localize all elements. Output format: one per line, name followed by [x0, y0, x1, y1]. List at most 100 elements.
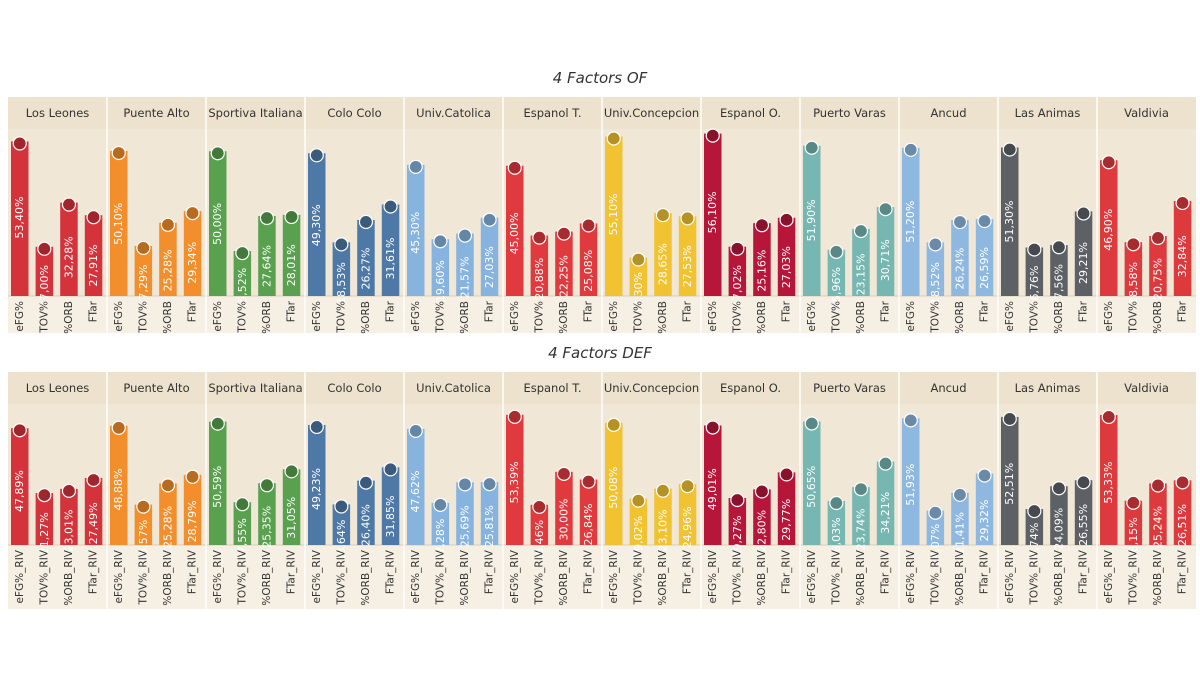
team-logo-icon [1051, 481, 1067, 496]
bar [902, 418, 920, 545]
team-logo-icon [1051, 240, 1067, 255]
data-label: 17,28% [434, 519, 447, 561]
bar [1173, 200, 1192, 296]
bar [1100, 414, 1118, 545]
bar [827, 249, 846, 296]
bar [35, 493, 54, 545]
category-tick-label: %ORB_RIV [657, 549, 669, 605]
team-group: Colo Colo 49,30% eFG% 18,53%TOV% 26,27% %ORB 3… [304, 97, 400, 334]
category-tick-label: FTar_RIV [187, 549, 199, 594]
team-logo-icon [730, 492, 745, 508]
category-tick-label: eFG%_RIV [1004, 549, 1016, 603]
bar [1025, 509, 1044, 545]
data-label: 26,27% [359, 248, 372, 290]
bar [579, 223, 598, 296]
bar [605, 422, 623, 545]
team-logo-icon [952, 214, 968, 230]
category-tick-label: TOV% [830, 301, 842, 334]
category-tick-label: %ORB [855, 301, 867, 334]
team-logo-icon [309, 419, 324, 435]
team-logo-icon [160, 217, 176, 232]
category-tick-label: %ORB [1053, 301, 1065, 334]
team-logo-icon [1150, 230, 1166, 246]
bar [183, 474, 202, 545]
bar [332, 242, 351, 296]
team-logo-icon [532, 230, 547, 245]
category-tick-label: eFG% [113, 301, 125, 332]
chart-title: 4 Factors OF [553, 69, 648, 87]
category-tick-label: TOV%_RIV [1127, 549, 1139, 605]
team-group: Los Leones 53,40% eFG% 17,00%TOV% 32,28% %ORB… [11, 106, 103, 334]
team-group: Ancud 51,20% eFG% 18,52%TOV% 26,24% %ORB 26,59… [898, 97, 994, 334]
team-group: Sportiva Italiana 50,00% eFG% 15,52%TOV% 27,… [205, 97, 303, 334]
data-label: 15,96% [830, 267, 843, 309]
team-logo-icon [977, 468, 992, 483]
bar [605, 136, 623, 296]
data-label: 22,80% [755, 510, 768, 552]
bar [456, 233, 474, 296]
category-tick-label: %ORB [360, 301, 372, 334]
category-tick-label: TOV% [929, 301, 941, 334]
data-label: 26,84% [582, 503, 595, 545]
team-group: Ancud 51,93% eFG%_RIV 14,07%TOV%_RIV 21,41%%… [898, 372, 994, 609]
data-label: 29,77% [780, 499, 793, 541]
team-logo-icon [853, 223, 869, 239]
bar [480, 482, 499, 545]
data-label: 26,59% [978, 247, 991, 289]
category-tick-label: TOV% [38, 301, 50, 334]
data-label: 50,00% [211, 203, 224, 245]
category-tick-label: %ORB_RIV [855, 549, 867, 605]
bar [506, 165, 524, 296]
team-logo-icon [754, 218, 770, 233]
bar [629, 498, 648, 545]
bar [159, 222, 177, 296]
team-logo-icon [383, 462, 398, 477]
team-group: Univ.Catolica 45,30% eFG% 19,60%TOV% 21,57%%… [403, 97, 499, 334]
team-logo-icon [507, 160, 522, 175]
bar [753, 489, 771, 545]
bar [84, 477, 103, 545]
team-logo-icon [457, 228, 473, 243]
team-label: Espanol O. [720, 106, 781, 120]
bar [951, 220, 969, 296]
team-group: Puente Alto 50,10% eFG% 17,29%TOV% 25,28% %OR… [106, 97, 202, 334]
team-group: Colo Colo 49,23% eFG%_RIV 16,64%TOV%_RIV 26,… [304, 372, 400, 609]
bar [1050, 486, 1068, 545]
team-logo-icon [754, 484, 770, 499]
team-logo-icon [111, 420, 126, 435]
team-logo-icon [1175, 195, 1190, 211]
team-logo-icon [804, 416, 819, 431]
data-label: 27,64% [260, 245, 273, 287]
category-tick-label: FTar_RIV [1177, 549, 1189, 594]
bar [407, 164, 425, 296]
team-logo-icon [878, 202, 893, 217]
team-logo-icon [705, 128, 720, 143]
team-logo-icon [853, 482, 869, 497]
data-label: 56,10% [706, 191, 719, 233]
bar [803, 145, 821, 296]
category-tick-label: %ORB [63, 301, 75, 334]
category-tick-label: FTar_RIV [583, 549, 595, 594]
data-label: 55,10% [607, 193, 620, 235]
team-logo-icon [334, 237, 349, 252]
team-logo-icon [928, 237, 943, 252]
team-logo-icon [977, 213, 992, 229]
team-label: Valdivia [1124, 381, 1169, 395]
category-tick-label: %ORB_RIV [162, 549, 174, 605]
team-logo-icon [1101, 409, 1116, 425]
data-label: 29,21% [1077, 242, 1090, 284]
team-logo-icon [829, 495, 844, 511]
data-label: 27,91% [87, 245, 100, 287]
team-logo-icon [779, 467, 794, 482]
team-logo-icon [136, 499, 151, 514]
bar [678, 484, 697, 545]
team-label: Los Leones [26, 106, 90, 120]
team-logo-icon [730, 241, 745, 256]
bar [629, 257, 648, 296]
data-label: 48,88% [112, 469, 125, 511]
bar [258, 215, 276, 296]
category-tick-label: TOV%_RIV [632, 549, 644, 605]
category-tick-label: TOV%_RIV [38, 549, 50, 605]
team-logo-icon [37, 488, 52, 503]
team-logo-icon [1101, 155, 1116, 170]
